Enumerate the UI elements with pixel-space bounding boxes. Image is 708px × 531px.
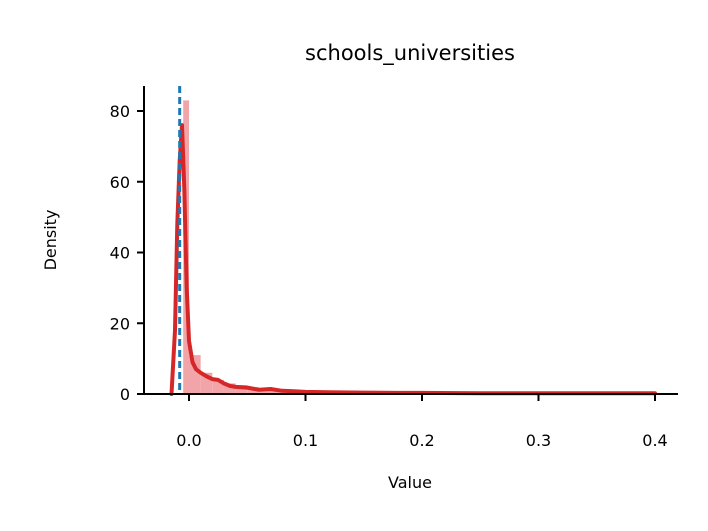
kde-line: [169, 123, 657, 396]
x-ticks: 0.0 0.1 0.2 0.3 0.4: [176, 394, 668, 450]
x-tick-label: 0.3: [526, 431, 551, 450]
x-tick-label: 0.1: [293, 431, 318, 450]
x-axis-label: Value: [388, 473, 432, 492]
x-tick-label: 0.0: [176, 431, 201, 450]
x-tick-label: 0.4: [642, 431, 667, 450]
histogram-bar-3: [212, 379, 224, 394]
y-tick-label: 0: [120, 385, 130, 404]
plot-area: [169, 86, 657, 396]
y-tick-label: 20: [110, 314, 130, 333]
histogram-bars: [183, 100, 655, 394]
histogram-bar-1: [189, 355, 201, 394]
histogram-bar-2: [200, 372, 213, 394]
y-axis-label: Density: [41, 210, 60, 271]
histogram-bar-5: [235, 385, 248, 394]
y-tick-label: 60: [110, 173, 130, 192]
x-tick-label: 0.2: [409, 431, 434, 450]
y-tick-label: 80: [110, 102, 130, 121]
chart-title: schools_universities: [305, 41, 515, 66]
histogram-bar-4: [223, 383, 236, 394]
y-ticks: 0 20 40 60 80: [110, 102, 144, 404]
y-tick-label: 40: [110, 244, 130, 263]
